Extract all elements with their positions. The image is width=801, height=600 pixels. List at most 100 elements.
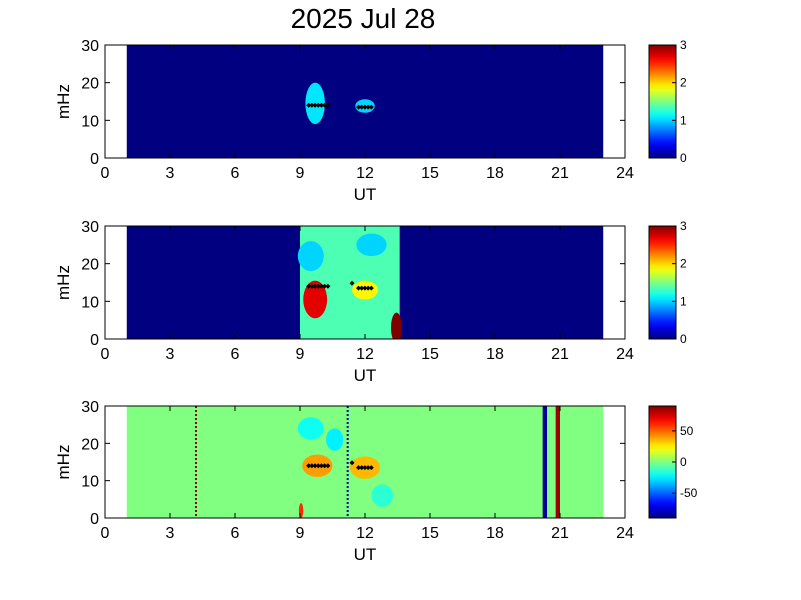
x-tick-label: 9 (296, 165, 305, 182)
marker-point (318, 463, 324, 469)
x-tick-label: 9 (296, 346, 305, 363)
x-tick-label: 21 (551, 165, 569, 182)
x-tick-label: 0 (101, 525, 110, 542)
marker-point (356, 285, 361, 291)
marker-point (365, 285, 371, 291)
marker-point (368, 465, 374, 471)
x-tick-label: 21 (551, 346, 569, 363)
x-tick-label: 24 (616, 525, 634, 542)
y-tick-label: 0 (90, 332, 99, 349)
x-tick-label: 12 (356, 525, 374, 542)
marker-track (356, 465, 374, 471)
x-tick-label: 3 (166, 165, 175, 182)
y-tick-label: 10 (81, 294, 99, 311)
marker-point (318, 102, 324, 108)
marker-point (365, 465, 371, 471)
marker-point (318, 283, 324, 289)
marker-track (356, 285, 374, 291)
colorbar: -50 0 50 (648, 405, 698, 519)
x-tick-label: 18 (486, 346, 504, 363)
x-tick-label: 6 (231, 525, 240, 542)
marker-point (322, 102, 328, 108)
marker-track (306, 463, 331, 469)
x-tick-label: 18 (486, 525, 504, 542)
marker-point (362, 104, 368, 110)
x-tick-label: 18 (486, 165, 504, 182)
heatmap-field (126, 45, 604, 158)
marker-point (325, 463, 331, 469)
marker-point (325, 102, 331, 108)
marker-track (349, 460, 355, 466)
heatmap-field (126, 226, 604, 339)
y-tick-label: 0 (90, 511, 99, 528)
marker-point (315, 102, 321, 108)
marker-point (309, 463, 315, 469)
marker-point (359, 285, 365, 291)
marker-point (322, 283, 328, 289)
y-tick-label: 20 (81, 257, 99, 274)
marker-point (359, 104, 365, 110)
heatmap-blob (297, 417, 324, 440)
marker-point (306, 463, 312, 469)
x-axis-label: UT (354, 545, 377, 564)
x-tick-label: 12 (356, 346, 374, 363)
marker-point (306, 102, 312, 108)
marker-point (315, 283, 321, 289)
marker-point (359, 465, 365, 471)
colorbar-tick-label: 2 (680, 76, 687, 90)
marker-point (356, 104, 361, 110)
y-tick-label: 30 (81, 399, 99, 416)
marker-point (309, 283, 315, 289)
marker-point (325, 283, 331, 289)
y-axis-label: mHz (54, 265, 73, 300)
marker-point (368, 285, 374, 291)
colorbar-tick-label: -50 (680, 486, 698, 500)
marker-track (356, 104, 374, 110)
colorbar-gradient (648, 225, 677, 340)
marker-point (356, 465, 361, 471)
colorbar-gradient (648, 405, 677, 519)
colorbar-gradient (648, 44, 677, 159)
colorbar-tick-label: 0 (680, 151, 687, 165)
marker-track (349, 280, 355, 286)
colorbar-tick-label: 0 (680, 332, 687, 346)
x-tick-label: 15 (421, 165, 439, 182)
x-tick-label: 15 (421, 525, 439, 542)
x-axis-label: UT (354, 185, 377, 204)
marker-point (362, 285, 368, 291)
figure-title: 2025 Jul 28 (291, 3, 436, 34)
heatmap-blob (326, 428, 344, 451)
vertical-line (555, 406, 560, 518)
x-tick-label: 0 (101, 346, 110, 363)
vertical-line (542, 406, 547, 518)
y-tick-label: 20 (81, 76, 99, 93)
panel-3: 0 3 6 9 12 15 18 21 24 0 10 20 30 UT mHz -50 0 50 (54, 399, 698, 564)
heatmap-blob (303, 280, 328, 319)
y-tick-label: 20 (81, 436, 99, 453)
y-axis-label: mHz (54, 84, 73, 119)
marker-point (349, 460, 355, 466)
marker-point (312, 463, 318, 469)
marker-point (349, 280, 355, 286)
colorbar-tick-label: 0 (680, 455, 687, 469)
y-axis-label: mHz (54, 445, 73, 480)
x-tick-label: 6 (231, 165, 240, 182)
y-tick-label: 10 (81, 474, 99, 491)
colorbar: 0 1 2 3 (648, 219, 687, 346)
x-tick-label: 3 (166, 525, 175, 542)
colorbar-tick-label: 50 (680, 424, 694, 438)
marker-point (368, 104, 374, 110)
colorbar: 0 1 2 3 (648, 38, 687, 165)
heatmap-field (126, 406, 604, 518)
heatmap-blob (297, 241, 324, 272)
y-tick-label: 30 (81, 38, 99, 55)
x-tick-label: 15 (421, 346, 439, 363)
marker-point (312, 283, 318, 289)
x-tick-label: 24 (616, 165, 634, 182)
x-tick-label: 0 (101, 165, 110, 182)
x-axis-label: UT (354, 366, 377, 385)
colorbar-tick-label: 1 (680, 294, 687, 308)
x-tick-label: 6 (231, 346, 240, 363)
